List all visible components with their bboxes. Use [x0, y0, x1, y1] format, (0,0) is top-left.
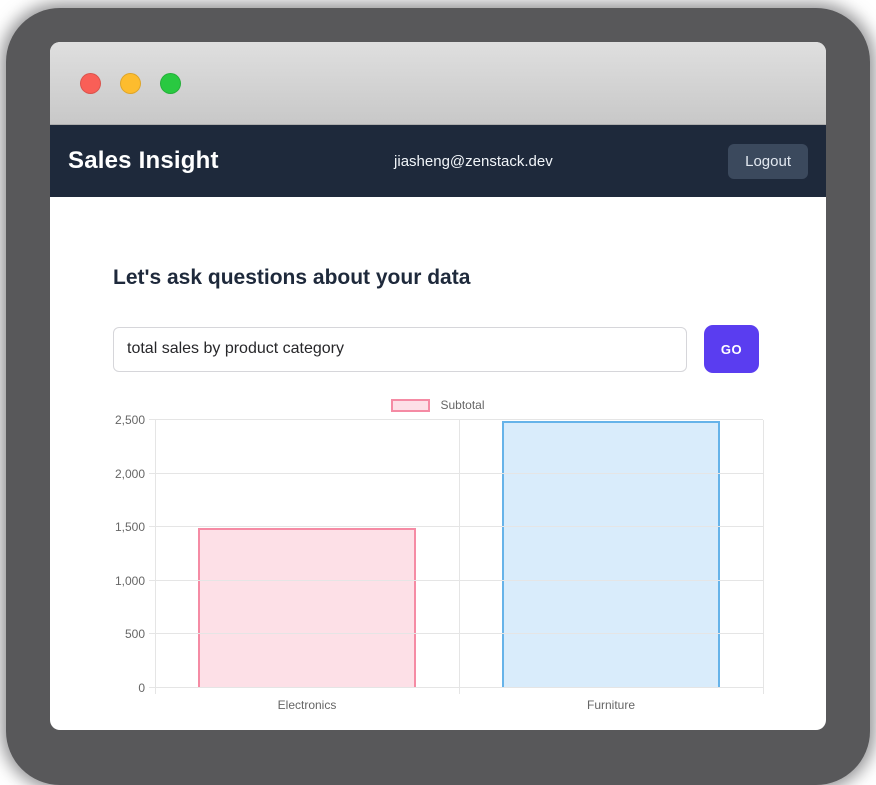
- y-axis-tick-label: 1,500: [114, 520, 145, 535]
- bar-cell: [155, 420, 459, 688]
- y-axis-tick-label: 0: [138, 681, 145, 695]
- horizontal-gridline: [149, 633, 763, 635]
- y-axis-tick-label: 1,000: [114, 573, 145, 588]
- bar-furniture[interactable]: [501, 421, 721, 688]
- x-axis: Electronics Furniture: [155, 698, 763, 712]
- plot-area: [149, 419, 764, 694]
- logout-button[interactable]: Logout: [728, 143, 808, 179]
- bar-cell: [459, 420, 763, 688]
- horizontal-gridline: [149, 472, 763, 474]
- x-axis-label: Electronics: [277, 698, 337, 712]
- vertical-gridline: [155, 420, 156, 694]
- horizontal-gridline: [149, 419, 763, 420]
- maximize-window-button[interactable]: [160, 72, 181, 94]
- query-row: GO: [113, 325, 763, 373]
- plot-wrap: 0 500 1,000 1,500 2,000 2,500: [113, 413, 764, 695]
- app-window: Sales Insight jiasheng@zenstack.dev Logo…: [50, 42, 826, 730]
- vertical-gridline: [459, 420, 460, 694]
- horizontal-gridline: [149, 687, 763, 688]
- main-content: Let's ask questions about your data GO S…: [50, 266, 826, 712]
- query-input[interactable]: [113, 326, 687, 372]
- close-window-button[interactable]: [80, 72, 101, 94]
- y-axis-tick-label: 2,000: [114, 466, 145, 481]
- horizontal-gridline: [149, 526, 763, 528]
- page-title: Let's ask questions about your data: [113, 266, 471, 289]
- app-title: Sales Insight: [68, 147, 219, 174]
- horizontal-gridline: [149, 579, 763, 581]
- bar-electronics[interactable]: [197, 528, 417, 688]
- bar-chart: Subtotal 0 500 1,000 1,500 2,000 2,500 Electr…: [113, 398, 764, 712]
- legend-label: Subtotal: [440, 398, 485, 412]
- legend-swatch: [391, 398, 431, 412]
- go-button[interactable]: GO: [704, 325, 759, 373]
- y-axis-tick-label: 500: [124, 627, 145, 642]
- minimize-window-button[interactable]: [120, 72, 141, 94]
- y-axis-tick-label: 2,500: [114, 413, 145, 427]
- window-titlebar: [50, 42, 826, 125]
- chart-legend: Subtotal: [113, 398, 763, 412]
- bars-layer: [155, 420, 763, 688]
- app-header: Sales Insight jiasheng@zenstack.dev Logo…: [50, 125, 826, 197]
- y-axis: 0 500 1,000 1,500 2,000 2,500: [113, 413, 155, 695]
- x-axis-label: Furniture: [586, 698, 636, 712]
- vertical-gridline: [763, 420, 764, 694]
- user-email: jiasheng@zenstack.dev: [394, 152, 553, 170]
